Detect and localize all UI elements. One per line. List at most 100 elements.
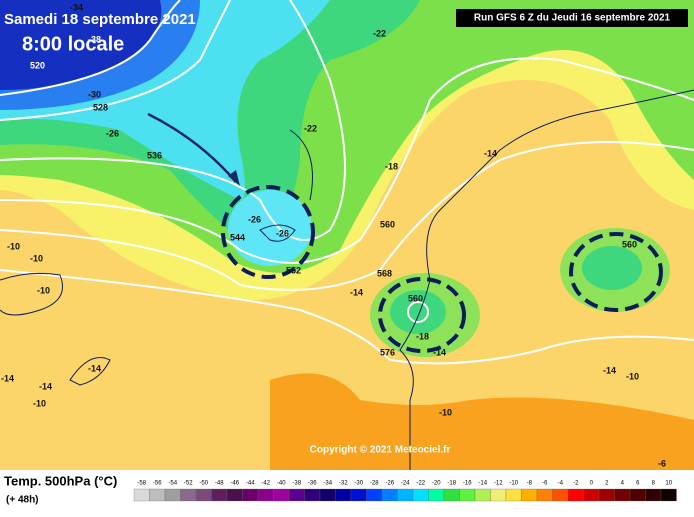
contour-label: -14 [1,373,14,383]
legend-label: -12 [494,481,503,487]
legend-swatch [319,488,336,502]
legend-swatch [583,488,600,502]
contours [0,0,694,365]
contour-label: 520 [30,60,45,70]
legend-swatch [645,488,662,502]
legend-swatch [552,488,569,502]
legend-subtitle: (+ 48h) [6,495,39,506]
contour-label: -14 [39,381,52,391]
legend-label: -40 [277,481,286,487]
contour-label: -14 [433,347,446,357]
legend-label: -46 [230,481,239,487]
legend-label: -28 [370,481,379,487]
legend-swatch [397,488,414,502]
legend-swatch [474,488,491,502]
map: -34 520 -38 -30 528 -26 536 -22 -22 -18 … [0,0,694,470]
contour-label: -38 [88,34,101,44]
legend-label: 4 [621,481,625,487]
contour-label: -10 [439,407,452,417]
legend-label: -58 [137,481,146,487]
contour-label: 528 [93,102,108,112]
contour-label: 544 [230,232,245,242]
contour-label: -10 [7,241,20,251]
legend-label: -4 [558,481,564,487]
legend-swatch [211,488,228,502]
contour-label: -22 [304,123,317,133]
legend-label: -22 [416,481,425,487]
legend-label: -20 [432,481,441,487]
warm-area [270,373,694,470]
legend-swatch [521,488,538,502]
cyan-low [228,190,312,266]
legend-swatch [428,488,445,502]
contour-label: 536 [147,150,162,160]
contour-label: -22 [373,28,386,38]
legend-swatch [149,488,166,502]
contour-label: -34 [70,2,83,12]
contour-label: -30 [88,89,101,99]
legend-label: -42 [261,481,270,487]
contour-label: -26 [106,128,119,138]
legend-swatch [304,488,321,502]
legend-title: Temp. 500hPa (°C) [4,473,117,488]
contour-label: -10 [33,398,46,408]
legend-label: -32 [339,481,348,487]
run-label: Run GFS 6 Z du Jeudi 16 septembre 2021 [474,13,671,24]
legend-swatch [257,488,274,502]
time-title: 8:00 locale [22,33,124,55]
legend-swatch [366,488,383,502]
contour-label: 568 [377,268,392,278]
contour-label: -10 [37,285,50,295]
legend-label: -44 [246,481,255,487]
legend-label: -56 [153,481,162,487]
legend-label: 10 [665,481,672,487]
legend-label: -54 [168,481,177,487]
contour-label: 560 [622,239,637,249]
legend-swatch [505,488,522,502]
run-box [456,9,688,27]
contour-label: -14 [484,148,497,158]
legend-swatch [180,488,197,502]
legend-swatch [459,488,476,502]
contour-label: 552 [286,265,301,275]
legend-label: -36 [308,481,317,487]
legend-swatch [490,488,507,502]
legend-label: -18 [447,481,456,487]
legend-swatch [536,488,553,502]
legend-swatch [195,488,212,502]
legend-swatch [567,488,584,502]
legend-label: 6 [636,481,640,487]
contour-label: -18 [385,161,398,171]
legend-swatch [629,488,646,502]
legend-label: 0 [590,481,594,487]
contour-label: 560 [380,219,395,229]
legend-label: -48 [215,481,224,487]
deep-blue-area [0,0,162,90]
legend-label: -16 [463,481,472,487]
contour-label: -18 [416,331,429,341]
coastlines [0,89,694,470]
legend-label: -30 [354,481,363,487]
legend-swatch [242,488,259,502]
legend-swatch [660,488,677,502]
legend-label: -24 [401,481,410,487]
copyright: Copyright © 2021 Meteociel.fr [310,445,451,456]
contour-label: -14 [350,287,363,297]
highlight-circles [221,185,663,353]
legend-swatch [614,488,631,502]
legend-label: -14 [478,481,487,487]
arrow [147,112,237,183]
contour-label: -6 [658,458,666,468]
map-labels: -34 520 -38 -30 528 -26 536 -22 -22 -18 … [1,2,666,468]
legend-swatch [164,488,181,502]
legend-swatch [226,488,243,502]
legend-swatch [350,488,367,502]
contour-label: -26 [276,228,289,238]
arrow-head [228,170,240,186]
legend-label: -2 [573,481,579,487]
legend-swatch [412,488,429,502]
legend-swatch [273,488,290,502]
legend-label: -38 [292,481,301,487]
legend-swatch [598,488,615,502]
